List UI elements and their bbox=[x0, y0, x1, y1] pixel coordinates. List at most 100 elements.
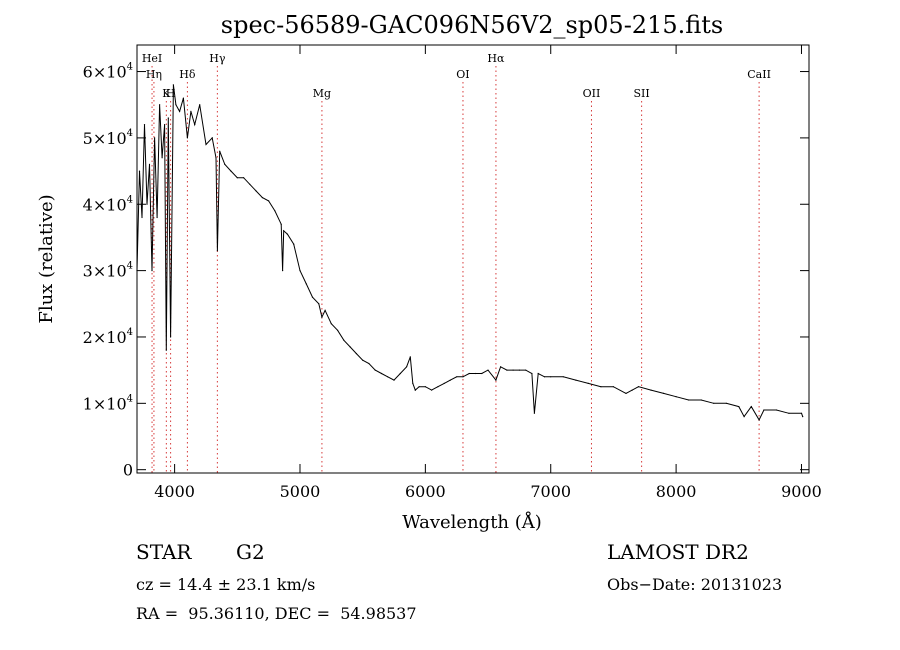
spectrum-point-18 bbox=[182, 97, 184, 99]
spectrum-point-76 bbox=[495, 379, 497, 381]
spectrum-point-42 bbox=[299, 270, 301, 272]
spectrum-point-36 bbox=[274, 210, 276, 212]
spectrum-point-35 bbox=[268, 200, 270, 202]
spectrum-point-104 bbox=[750, 406, 752, 408]
spectrum-point-39 bbox=[283, 230, 285, 232]
spectrum-point-27 bbox=[219, 150, 221, 152]
spectrum-point-59 bbox=[399, 372, 401, 375]
spectrum-point-75 bbox=[487, 369, 489, 371]
spectrum-point-106 bbox=[763, 409, 765, 411]
spectrum-point-50 bbox=[343, 339, 345, 341]
spectrum-series-0 bbox=[136, 84, 804, 421]
spectrum-point-53 bbox=[362, 359, 364, 361]
spectrum-point-4 bbox=[146, 203, 148, 205]
spectrum-point-93 bbox=[631, 389, 633, 391]
y-tick-label-0: 0 bbox=[123, 461, 133, 480]
spectrum-point-38 bbox=[282, 270, 284, 272]
x-tick-label-0: 4000 bbox=[154, 482, 195, 501]
spectrum-point-31 bbox=[243, 177, 245, 179]
spectrum-point-52 bbox=[355, 353, 357, 355]
spectrum-point-77 bbox=[500, 366, 502, 368]
spectrum-point-81 bbox=[525, 369, 527, 371]
spectrum-point-86 bbox=[550, 376, 552, 378]
spectrum-point-10 bbox=[161, 157, 163, 159]
spectrum-point-2 bbox=[141, 216, 143, 219]
spectrum-point-23 bbox=[205, 143, 207, 146]
spectrum-point-108 bbox=[788, 412, 790, 414]
line-label-10: SII bbox=[634, 87, 650, 100]
spectrum-point-96 bbox=[663, 392, 665, 394]
line-label-3: H bbox=[166, 87, 176, 100]
spectrum-point-85 bbox=[543, 376, 546, 378]
spectrum-point-64 bbox=[418, 386, 420, 388]
axis-ticks-layer: 4000 5000 6000 7000 8000 9000 0 1×104 2×104 3×104… bbox=[83, 45, 822, 501]
spectrum-point-102 bbox=[738, 406, 740, 408]
spectrum-point-12 bbox=[165, 349, 167, 351]
spectrum-point-57 bbox=[387, 376, 389, 378]
spectrum-point-83 bbox=[533, 412, 536, 414]
spectrum-point-30 bbox=[236, 177, 238, 179]
spectrum-point-13 bbox=[167, 117, 169, 119]
y-tick-label-5: 5×104 bbox=[83, 128, 133, 148]
spectrum-point-32 bbox=[249, 183, 251, 185]
spectrum-point-80 bbox=[518, 369, 521, 371]
spectrum-point-63 bbox=[414, 389, 416, 391]
spectrum-point-95 bbox=[650, 389, 652, 391]
spectrum-point-94 bbox=[637, 386, 640, 388]
plot-frame bbox=[136, 44, 810, 474]
spectrum-point-78 bbox=[506, 369, 508, 371]
spectrum-point-103 bbox=[743, 416, 745, 418]
spectrum-point-47 bbox=[324, 309, 326, 311]
spectrum-point-11 bbox=[164, 124, 166, 126]
spectrum-point-26 bbox=[216, 250, 218, 252]
observation-date: Obs−Date: 20131023 bbox=[607, 575, 783, 594]
object-subclass: G2 bbox=[236, 540, 265, 564]
spectrum-point-20 bbox=[190, 110, 192, 112]
spectrum-point-90 bbox=[600, 386, 602, 388]
spectrum-point-61 bbox=[409, 356, 411, 358]
spectrum-point-21 bbox=[194, 124, 196, 126]
spectrum-point-48 bbox=[330, 323, 332, 325]
x-axis-label: Wavelength (Å) bbox=[402, 511, 542, 533]
x-tick-label-5: 9000 bbox=[781, 482, 822, 501]
spectrum-point-84 bbox=[537, 372, 539, 375]
spectrum-point-62 bbox=[412, 382, 414, 384]
y-tick-label-2: 2×104 bbox=[83, 327, 133, 347]
spectrum-point-51 bbox=[349, 346, 351, 348]
spectrum-point-98 bbox=[688, 399, 690, 401]
spectrum-point-60 bbox=[406, 366, 408, 368]
line-label-0: HeI bbox=[142, 52, 162, 65]
spectrum-point-5 bbox=[148, 163, 151, 165]
spectrum-point-15 bbox=[172, 84, 174, 86]
y-tick-label-1: 1×104 bbox=[83, 393, 133, 413]
spectrum-point-65 bbox=[424, 386, 426, 388]
spectrum-point-100 bbox=[713, 402, 715, 404]
spectrum-point-28 bbox=[224, 163, 226, 165]
spectrum-point-33 bbox=[255, 190, 257, 192]
spectrum-point-101 bbox=[725, 402, 727, 404]
spectrum-point-54 bbox=[368, 362, 370, 365]
spectrum-point-82 bbox=[531, 372, 533, 375]
spectrum-point-19 bbox=[186, 137, 188, 139]
spectrum-point-110 bbox=[802, 416, 804, 418]
line-label-4: Hδ bbox=[179, 68, 196, 81]
spectrum-point-34 bbox=[261, 197, 263, 199]
y-tick-label-3: 3×104 bbox=[83, 261, 133, 281]
spectrum-point-9 bbox=[159, 104, 161, 106]
spectrum-point-58 bbox=[393, 379, 395, 381]
spectrum-point-70 bbox=[456, 376, 458, 378]
spectrum-point-17 bbox=[179, 110, 181, 112]
spectrum-point-7 bbox=[154, 137, 156, 139]
line-label-5: Hγ bbox=[209, 52, 226, 65]
y-tick-label-4: 4×104 bbox=[83, 194, 133, 214]
spectrum-point-40 bbox=[286, 233, 288, 235]
spectrum-point-87 bbox=[562, 376, 564, 378]
spectrum-point-8 bbox=[156, 216, 158, 219]
spectrum-point-55 bbox=[374, 369, 376, 371]
y-axis-label: Flux (relative) bbox=[36, 194, 57, 323]
spectrum-point-41 bbox=[293, 243, 295, 245]
line-label-7: OI bbox=[456, 68, 469, 81]
spectrum-point-46 bbox=[321, 316, 323, 318]
